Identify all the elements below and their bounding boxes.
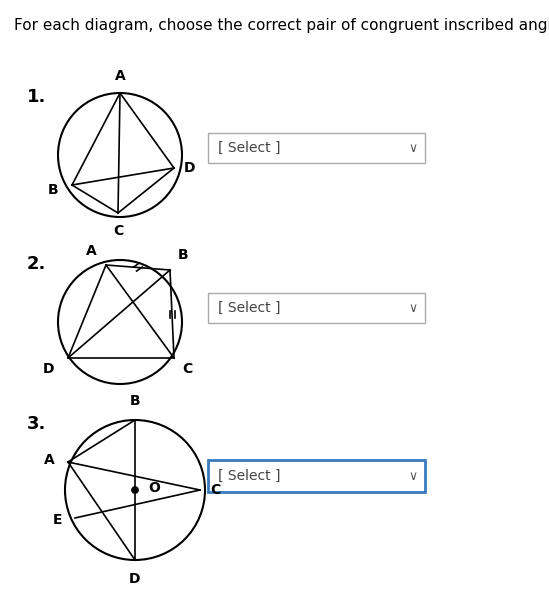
Text: O: O bbox=[148, 481, 160, 495]
Text: 1.: 1. bbox=[27, 88, 46, 106]
Text: [ Select ]: [ Select ] bbox=[218, 469, 281, 483]
Text: [ Select ]: [ Select ] bbox=[218, 141, 281, 155]
Text: C: C bbox=[113, 224, 123, 238]
Text: ∨: ∨ bbox=[408, 469, 418, 483]
Text: B: B bbox=[178, 248, 189, 262]
Circle shape bbox=[132, 487, 138, 493]
Text: [ Select ]: [ Select ] bbox=[218, 301, 281, 315]
FancyBboxPatch shape bbox=[208, 293, 425, 323]
Text: 3.: 3. bbox=[27, 415, 46, 433]
Text: A: A bbox=[86, 244, 97, 258]
Text: A: A bbox=[44, 453, 55, 467]
Text: D: D bbox=[129, 572, 141, 586]
Text: A: A bbox=[115, 69, 125, 83]
Text: B: B bbox=[130, 394, 141, 408]
Text: C: C bbox=[182, 362, 192, 376]
Text: D: D bbox=[42, 362, 54, 376]
Text: C: C bbox=[210, 483, 220, 497]
FancyBboxPatch shape bbox=[208, 133, 425, 163]
Text: For each diagram, choose the correct pair of congruent inscribed angles.: For each diagram, choose the correct pai… bbox=[14, 18, 549, 33]
Text: ∨: ∨ bbox=[408, 301, 418, 315]
Text: D: D bbox=[184, 161, 195, 175]
Text: B: B bbox=[47, 183, 58, 197]
Text: E: E bbox=[53, 513, 62, 527]
Text: ∨: ∨ bbox=[408, 142, 418, 154]
FancyBboxPatch shape bbox=[208, 460, 425, 492]
Text: 2.: 2. bbox=[27, 255, 46, 273]
